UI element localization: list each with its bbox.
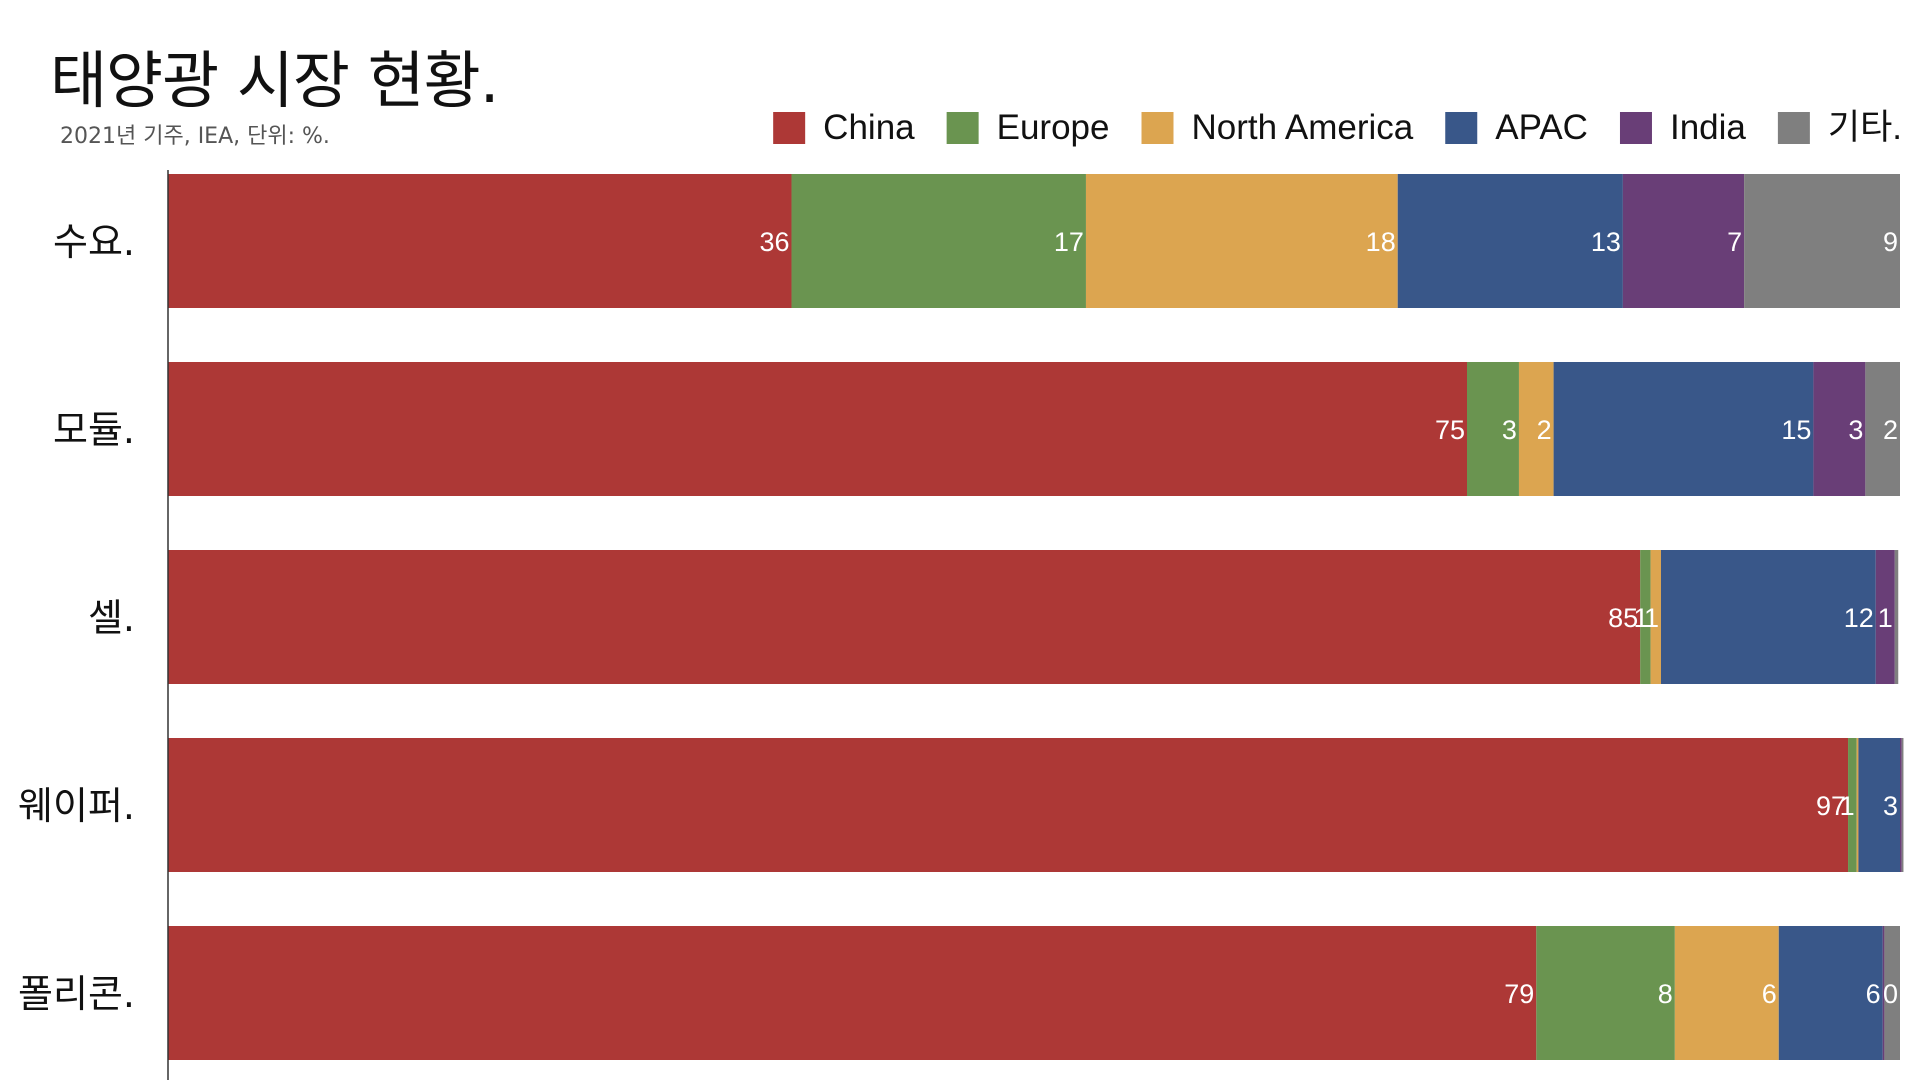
data-label: 6 bbox=[1866, 979, 1881, 1009]
bar-segment bbox=[1901, 738, 1904, 872]
bar-segment bbox=[1813, 362, 1866, 496]
bar-segment bbox=[1397, 174, 1623, 308]
bar-segment bbox=[1894, 550, 1899, 684]
bar-segment bbox=[1467, 362, 1519, 496]
bar-segment bbox=[1848, 738, 1857, 872]
legend-label: India bbox=[1670, 108, 1746, 147]
bar-segment bbox=[1856, 738, 1859, 872]
data-label: 1 bbox=[1644, 603, 1659, 633]
bar-segment bbox=[1650, 550, 1661, 684]
bar-segment bbox=[1640, 550, 1651, 684]
bar-segment bbox=[1085, 174, 1398, 308]
data-label: 1 bbox=[1840, 791, 1855, 821]
legend-label: 기타. bbox=[1828, 108, 1902, 147]
category-label: 수요. bbox=[53, 220, 135, 264]
data-label: 6 bbox=[1762, 979, 1777, 1009]
legend-label: China bbox=[823, 108, 915, 147]
data-label: 79 bbox=[1504, 979, 1534, 1009]
bar-segment bbox=[1778, 926, 1883, 1060]
data-label: 85 bbox=[1608, 603, 1638, 633]
legend-label: APAC bbox=[1495, 108, 1588, 147]
data-label: 18 bbox=[1366, 227, 1396, 257]
category-label: 웨이퍼. bbox=[18, 784, 135, 828]
data-label: 3 bbox=[1848, 415, 1863, 445]
bar-segment bbox=[791, 174, 1086, 308]
legend-swatch bbox=[1777, 112, 1810, 144]
data-label: 13 bbox=[1591, 227, 1621, 257]
bar-segment bbox=[1518, 362, 1554, 496]
bar-segment bbox=[1744, 174, 1900, 308]
legend-swatch bbox=[1445, 112, 1478, 144]
legend-swatch bbox=[1619, 112, 1652, 144]
data-label: 7 bbox=[1727, 227, 1742, 257]
bar-segment bbox=[168, 926, 1537, 1060]
data-label: 3 bbox=[1883, 791, 1898, 821]
data-label: 9 bbox=[1883, 227, 1898, 257]
legend: 기타. India APAC North America Europe China bbox=[773, 108, 1902, 147]
bar-segment bbox=[1865, 362, 1900, 496]
category-label: 셀. bbox=[88, 596, 135, 640]
bar-segment bbox=[1622, 174, 1745, 308]
data-label: 12 bbox=[1844, 603, 1874, 633]
bar-segment bbox=[1536, 926, 1675, 1060]
legend-swatch bbox=[773, 112, 806, 144]
data-label: 17 bbox=[1054, 227, 1084, 257]
data-label: 1 bbox=[1878, 603, 1893, 633]
bar-segment bbox=[1900, 738, 1902, 872]
bar-segment bbox=[1553, 362, 1814, 496]
category-label: 모듈. bbox=[53, 408, 135, 452]
bar-segment bbox=[168, 362, 1467, 496]
data-label: 15 bbox=[1781, 415, 1811, 445]
data-label: 0 bbox=[1883, 979, 1898, 1009]
data-label: 36 bbox=[759, 227, 789, 257]
legend-label: North America bbox=[1192, 108, 1414, 147]
chart-subtitle: 2021년 기주, IEA, 단위: %. bbox=[60, 124, 330, 149]
category-label: 폴리콘. bbox=[18, 972, 135, 1016]
chart-title: 태양광 시장 현황. bbox=[50, 44, 499, 117]
bar-segment bbox=[168, 738, 1849, 872]
legend-swatch bbox=[1141, 112, 1174, 144]
bar-segment bbox=[1858, 738, 1900, 872]
legend-swatch bbox=[946, 112, 979, 144]
bar-segment bbox=[168, 174, 792, 308]
bar-segment bbox=[1660, 550, 1876, 684]
data-label: 8 bbox=[1658, 979, 1673, 1009]
bar-segment bbox=[168, 550, 1641, 684]
category-labels: 수요. 모듈. 셀. 웨이퍼. 폴리콘. bbox=[18, 220, 135, 1016]
data-label: 3 bbox=[1502, 415, 1517, 445]
bar-segment bbox=[1884, 926, 1900, 1060]
bar-segment bbox=[1674, 926, 1779, 1060]
bar-segment bbox=[1875, 550, 1895, 684]
data-label: 2 bbox=[1883, 415, 1898, 445]
data-label: 2 bbox=[1537, 415, 1552, 445]
bar-segment bbox=[1882, 926, 1885, 1060]
data-label: 75 bbox=[1435, 415, 1465, 445]
data-label: 97 bbox=[1816, 791, 1846, 821]
legend-label: Europe bbox=[997, 108, 1110, 147]
data-label: 1 bbox=[1634, 603, 1649, 633]
